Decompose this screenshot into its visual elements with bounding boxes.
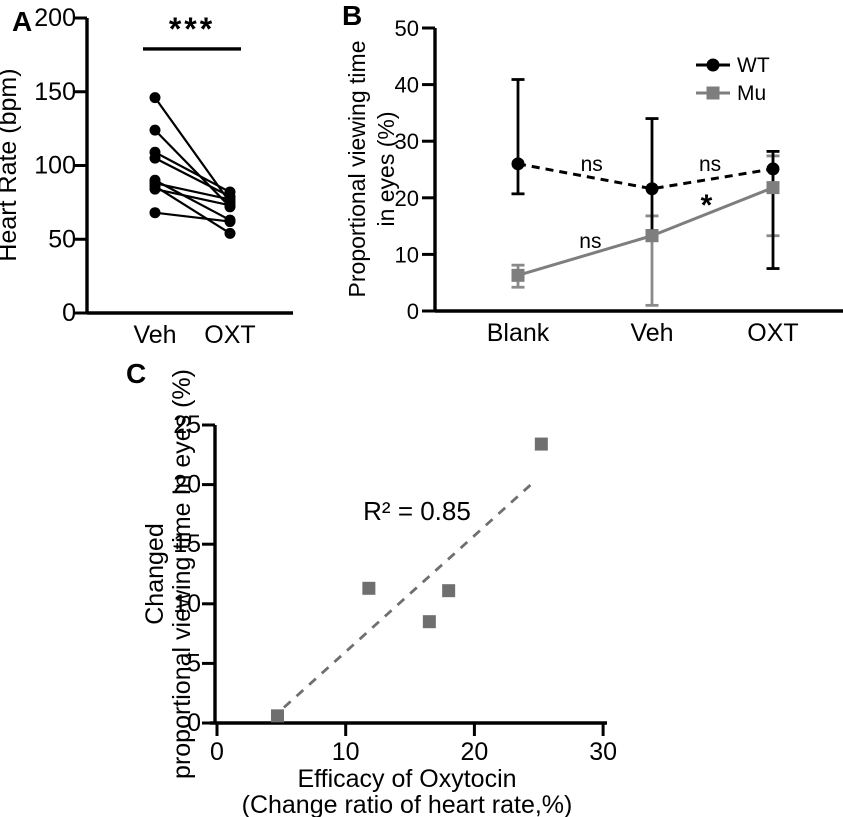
b-legend-label: Mu xyxy=(737,82,766,105)
c-x-axis-title: (Change ratio of heart rate,%) xyxy=(242,791,573,817)
a-pair-line xyxy=(154,151,231,194)
a-pair-line xyxy=(154,211,231,223)
a-pair-line xyxy=(154,182,231,201)
a-data-point-oxt xyxy=(224,216,236,228)
b-x-category-label: Veh xyxy=(630,319,673,347)
c-data-point xyxy=(422,615,436,629)
a-data-point-veh xyxy=(149,152,161,164)
c-data-point xyxy=(270,709,284,723)
a-x-category-label: Veh xyxy=(133,321,176,349)
c-data-point xyxy=(362,581,376,595)
a-data-point-oxt xyxy=(224,199,236,211)
c-x-axis-title: Efficacy of Oxytocin xyxy=(297,765,516,793)
c-r-squared-label: R² = 0.85 xyxy=(363,496,471,526)
panel-c-chart: 0 5 10 15 20 25 0 10 20 30 Changed proportional vie… xyxy=(141,369,617,817)
c-y-axis-title: Changed xyxy=(141,523,169,624)
panel-a-label: A xyxy=(12,6,33,37)
b-x-category-label: OXT xyxy=(747,319,798,347)
b-legend-marker xyxy=(706,58,720,72)
a-y-tick-label: 50 xyxy=(48,225,76,253)
panel-a-chart: 0 50 100 150 200 Heart Rate (bpm) Veh OXT *** xyxy=(0,4,293,349)
a-y-tick-label: 0 xyxy=(62,299,76,327)
b-data-point-mu xyxy=(645,229,659,243)
a-y-axis-title: Heart Rate (bpm) xyxy=(0,68,22,261)
c-trendline xyxy=(282,478,538,709)
b-data-point-wt xyxy=(645,182,659,196)
c-data-point xyxy=(442,584,456,598)
c-x-tick-label: 10 xyxy=(332,738,360,766)
b-data-point-wt xyxy=(511,157,525,171)
a-significance-stars: *** xyxy=(169,11,215,47)
a-y-tick-label: 100 xyxy=(34,152,76,180)
b-series-line-wt xyxy=(517,162,774,191)
a-pair-line xyxy=(154,129,231,208)
a-pair-line xyxy=(154,185,231,235)
c-y-tick-label: 20 xyxy=(173,471,201,499)
c-y-tick-label: 10 xyxy=(173,590,201,618)
b-annotation: ns xyxy=(699,153,721,176)
c-x-tick-label: 20 xyxy=(460,738,488,766)
a-pair-line xyxy=(154,157,231,198)
c-y-axis-title: proportional viewing time In eyes (%) xyxy=(168,369,196,779)
panel-b-chart: 0 10 20 30 40 50 Proportional viewing time in e… xyxy=(344,16,843,347)
a-data-point-oxt xyxy=(224,227,236,239)
c-x-tick-label: 30 xyxy=(589,738,617,766)
c-data-point xyxy=(534,437,548,451)
b-annotation: * xyxy=(701,189,713,222)
a-y-tick-label: 200 xyxy=(34,4,76,32)
b-y-tick-label: 10 xyxy=(395,242,419,267)
c-y-tick-label: 5 xyxy=(187,649,201,677)
panel-b-label: B xyxy=(342,0,363,31)
b-x-category-label: Blank xyxy=(487,319,550,347)
b-annotation: ns xyxy=(581,153,603,176)
a-data-point-veh xyxy=(149,207,161,219)
b-y-tick-label: 50 xyxy=(395,16,419,41)
a-data-point-veh xyxy=(149,124,161,136)
panel-c-label: C xyxy=(126,358,147,389)
b-y-axis-title: Proportional viewing time xyxy=(344,41,370,298)
b-y-axis-title: in eyes (%) xyxy=(373,111,399,226)
b-data-point-mu xyxy=(511,268,525,282)
c-y-tick-label: 25 xyxy=(173,411,201,439)
a-data-point-veh xyxy=(149,92,161,104)
b-annotation: ns xyxy=(579,230,601,253)
c-y-tick-label: 15 xyxy=(173,530,201,558)
a-data-point-veh xyxy=(149,183,161,195)
a-y-tick-label: 150 xyxy=(34,78,76,106)
b-data-point-mu xyxy=(766,181,780,195)
b-data-point-wt xyxy=(766,162,780,176)
b-y-tick-label: 0 xyxy=(407,299,419,324)
b-legend-marker xyxy=(706,86,720,100)
a-pair-line xyxy=(154,188,231,207)
b-y-tick-label: 20 xyxy=(395,186,419,211)
a-x-category-label: OXT xyxy=(204,321,255,349)
b-legend-label: WT xyxy=(737,54,770,77)
b-y-tick-label: 30 xyxy=(395,129,419,154)
c-x-tick-label: 0 xyxy=(210,738,224,766)
c-y-tick-label: 0 xyxy=(187,709,201,737)
b-y-tick-label: 40 xyxy=(395,73,419,98)
